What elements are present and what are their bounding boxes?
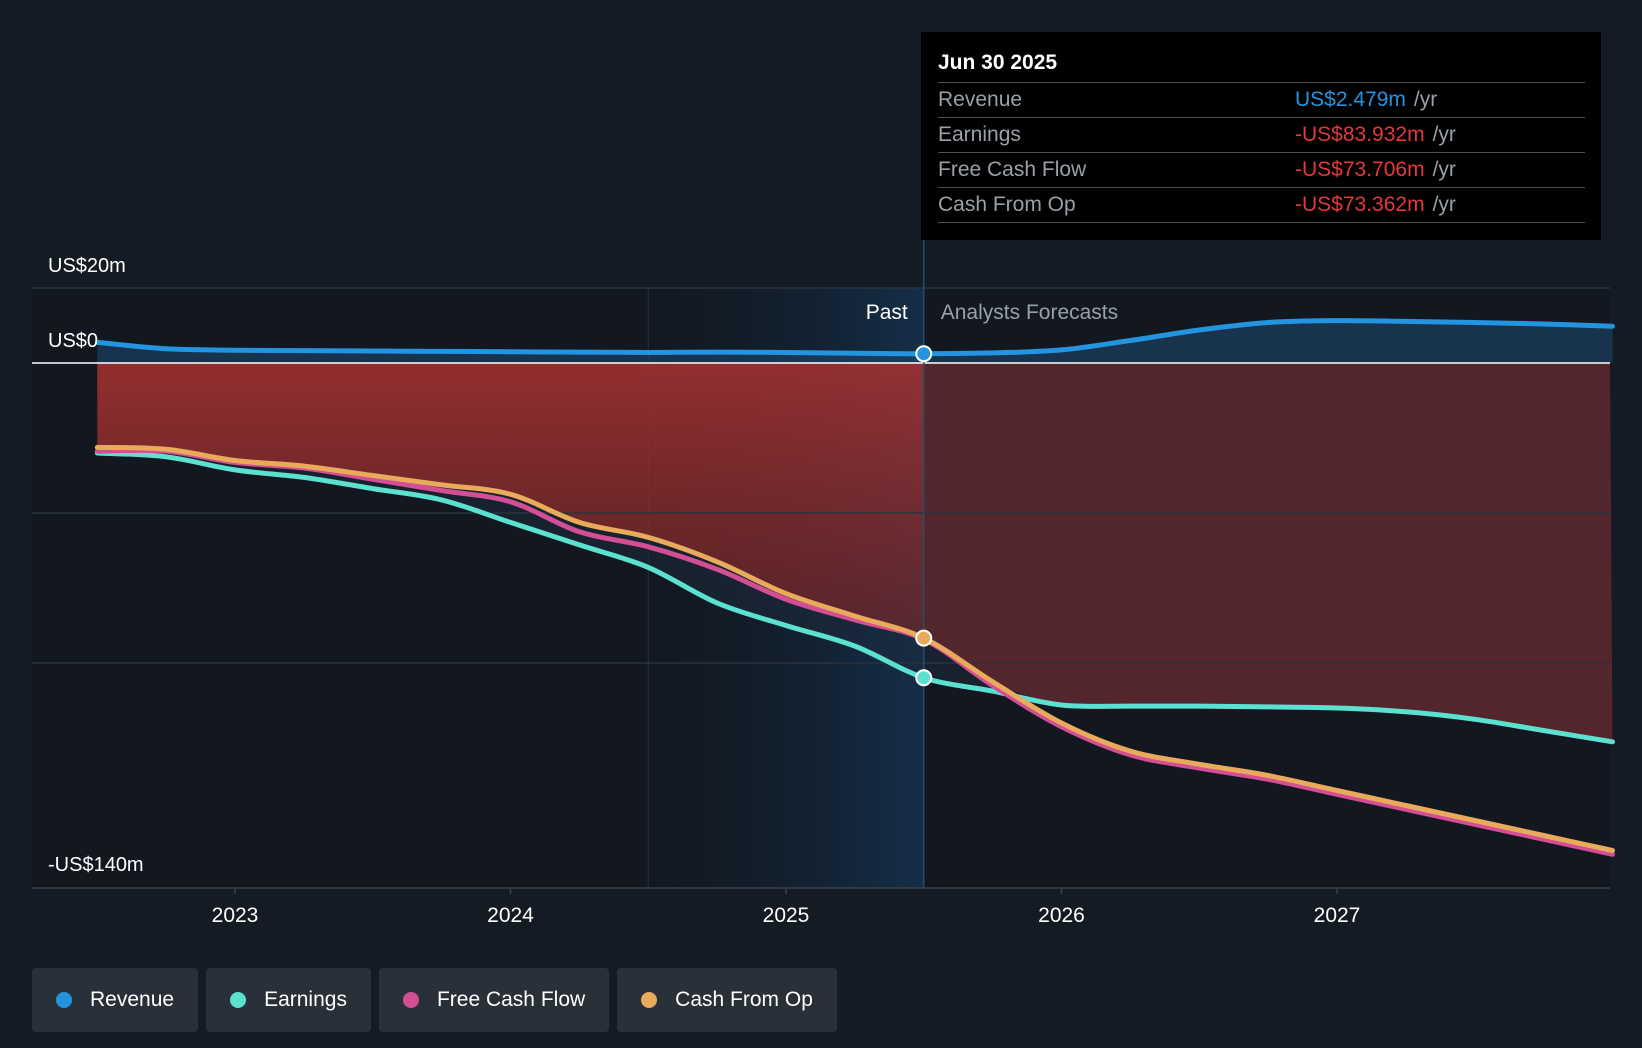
forecast-negative-area: [923, 363, 1613, 742]
tooltip-row-unit: /yr: [1432, 123, 1456, 146]
marker-earnings: [915, 669, 933, 687]
tooltip-row-unit: /yr: [1413, 88, 1438, 111]
x-tick-label: 2023: [212, 904, 259, 927]
tooltip-row-unit: /yr: [1432, 158, 1456, 181]
legend-dot-icon: [641, 992, 658, 1008]
tooltip-row-label: Cash From Op: [938, 193, 1076, 216]
legend-dot-icon: [402, 992, 419, 1008]
tooltip-row-unit: /yr: [1432, 193, 1456, 216]
legend-dot-icon: [230, 992, 247, 1008]
tooltip-row: Revenue US$2.479m/yr: [938, 83, 1585, 118]
legend: Revenue Earnings Free Cash Flow Cash From O…: [32, 968, 837, 1032]
legend-label: Earnings: [264, 988, 347, 1011]
tooltip-row: Earnings -US$83.932m/yr: [938, 118, 1585, 153]
y-label-bottom: -US$140m: [48, 854, 144, 876]
marker-revenue: [915, 345, 933, 363]
legend-item-revenue[interactable]: Revenue: [32, 968, 199, 1032]
tooltip-row-value: -US$73.706m: [1295, 158, 1425, 181]
x-tick-label: 2025: [763, 904, 810, 927]
legend-label: Free Cash Flow: [436, 988, 586, 1011]
legend-item-free-cash-flow[interactable]: Free Cash Flow: [378, 968, 610, 1032]
legend-item-earnings[interactable]: Earnings: [206, 968, 371, 1032]
x-tick-label: 2026: [1038, 904, 1085, 927]
tooltip-row-label: Earnings: [938, 123, 1021, 146]
tooltip-row-value: US$2.479m: [1295, 88, 1406, 111]
x-tick-label: 2024: [487, 904, 534, 927]
series-line-revenue: [94, 318, 1615, 357]
tooltip-row-label: Free Cash Flow: [938, 158, 1087, 181]
tooltip-row: Cash From Op -US$73.362m/yr: [938, 188, 1585, 223]
series-line-earnings: [94, 450, 1615, 745]
past-label: Past: [866, 301, 908, 324]
legend-dot-icon: [56, 992, 72, 1008]
tooltip-row-label: Revenue: [938, 88, 1023, 111]
tooltip-date: Jun 30 2025: [938, 46, 1585, 83]
past-negative-area: [97, 363, 924, 639]
x-tick-label: 2027: [1314, 904, 1361, 927]
y-label-zero: US$0: [48, 330, 98, 352]
data-tooltip: Jun 30 2025 Revenue US$2.479m/yr Earnings -…: [921, 32, 1601, 240]
forecast-label: Analysts Forecasts: [941, 301, 1118, 324]
legend-item-cash-from-op[interactable]: Cash From Op: [617, 968, 837, 1032]
series-line-cash-from-op: [94, 444, 1615, 853]
marker-cash-from-op: [915, 629, 933, 647]
y-label-top: US$20m: [48, 255, 126, 277]
tooltip-row-value: -US$83.932m: [1295, 123, 1425, 146]
tooltip-row: Free Cash Flow -US$73.706m/yr: [938, 153, 1585, 188]
series-line-free-cash-flow: [94, 447, 1615, 857]
tooltip-row-value: -US$73.362m: [1295, 193, 1425, 216]
legend-label: Revenue: [90, 988, 175, 1011]
legend-label: Cash From Op: [675, 988, 813, 1011]
